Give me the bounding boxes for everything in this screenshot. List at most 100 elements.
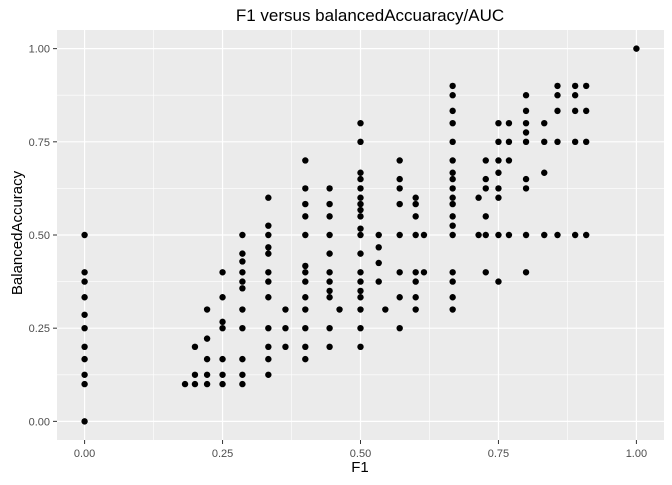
- data-point: [203, 371, 211, 378]
- data-point: [449, 278, 456, 285]
- data-point: [265, 294, 272, 301]
- data-point: [482, 185, 489, 192]
- data-point: [181, 380, 189, 388]
- data-point: [495, 278, 502, 285]
- data-point: [541, 138, 548, 146]
- data-point: [239, 285, 246, 292]
- x-tick-label: 0.50: [350, 448, 371, 460]
- data-point: [191, 380, 199, 388]
- data-point: [81, 418, 88, 425]
- data-point: [396, 324, 403, 332]
- data-point: [495, 169, 502, 176]
- x-axis-ticks: 0.00 0.25 0.50 0.75 1.00: [74, 440, 647, 460]
- data-point: [326, 231, 333, 239]
- data-point: [482, 269, 489, 276]
- x-tick-label: 0.25: [212, 448, 233, 460]
- data-point: [522, 119, 530, 127]
- y-tick-label: 0.75: [29, 137, 50, 149]
- data-point: [412, 269, 419, 276]
- data-point: [541, 119, 548, 127]
- data-point: [449, 138, 456, 146]
- data-point: [522, 269, 530, 276]
- data-point: [571, 138, 579, 146]
- data-point: [571, 92, 579, 99]
- data-point: [412, 294, 419, 301]
- data-point: [412, 213, 419, 220]
- data-point: [81, 324, 88, 332]
- data-point: [357, 287, 364, 295]
- data-point: [554, 82, 561, 90]
- data-point: [375, 259, 382, 267]
- data-point: [505, 138, 513, 146]
- data-point: [357, 306, 364, 313]
- data-point: [336, 306, 343, 313]
- data-point: [357, 206, 364, 214]
- data-point: [302, 324, 309, 332]
- data-point: [326, 343, 333, 351]
- data-point: [357, 278, 364, 285]
- data-point: [239, 324, 246, 332]
- data-point: [522, 231, 530, 239]
- data-point: [571, 231, 579, 239]
- data-point: [482, 175, 489, 183]
- data-point: [302, 294, 309, 301]
- data-point: [482, 157, 489, 164]
- data-point: [239, 231, 246, 239]
- data-point: [326, 250, 333, 257]
- y-tick-label: 1.00: [29, 44, 50, 56]
- data-point: [191, 371, 199, 378]
- data-point: [475, 231, 482, 239]
- data-point: [449, 194, 456, 201]
- data-point: [396, 175, 403, 183]
- data-point: [81, 294, 88, 301]
- data-point: [326, 213, 333, 220]
- data-point: [326, 294, 333, 301]
- data-point: [357, 225, 364, 232]
- y-tick-label: 0.00: [29, 416, 50, 428]
- data-point: [412, 194, 419, 201]
- data-point: [282, 343, 289, 351]
- data-point: [495, 194, 502, 201]
- data-point: [219, 355, 226, 363]
- y-axis-ticks: 0.00 0.25 0.50 0.75 1.00: [29, 44, 57, 428]
- data-point: [449, 185, 456, 192]
- data-point: [505, 231, 513, 239]
- data-point: [412, 278, 419, 285]
- data-point: [357, 138, 364, 146]
- data-point: [522, 185, 530, 192]
- y-axis-label: BalancedAccuracy: [9, 170, 26, 295]
- data-point: [495, 119, 502, 127]
- data-point: [449, 200, 456, 208]
- data-point: [357, 200, 364, 208]
- data-point: [326, 200, 333, 208]
- data-point: [412, 306, 419, 313]
- data-point: [571, 82, 579, 90]
- data-point: [357, 231, 364, 239]
- data-point: [357, 213, 364, 220]
- data-point: [482, 231, 489, 239]
- data-point: [357, 294, 364, 301]
- data-point: [326, 269, 333, 276]
- data-point: [357, 194, 364, 201]
- data-point: [582, 82, 590, 90]
- data-point: [449, 231, 456, 239]
- data-point: [495, 231, 502, 239]
- data-point: [522, 138, 530, 146]
- data-point: [582, 231, 590, 239]
- data-point: [375, 278, 382, 285]
- data-point: [396, 294, 403, 301]
- data-point: [326, 324, 333, 332]
- data-point: [81, 355, 88, 363]
- data-point: [357, 250, 364, 257]
- chart-title: F1 versus balancedAccuaracy/AUC: [236, 6, 504, 25]
- data-point: [302, 200, 309, 208]
- data-point: [495, 185, 502, 192]
- data-points: [81, 45, 640, 425]
- data-point: [239, 355, 246, 363]
- data-point: [412, 231, 419, 239]
- data-point: [326, 278, 333, 285]
- data-point: [357, 119, 364, 127]
- data-point: [505, 157, 513, 164]
